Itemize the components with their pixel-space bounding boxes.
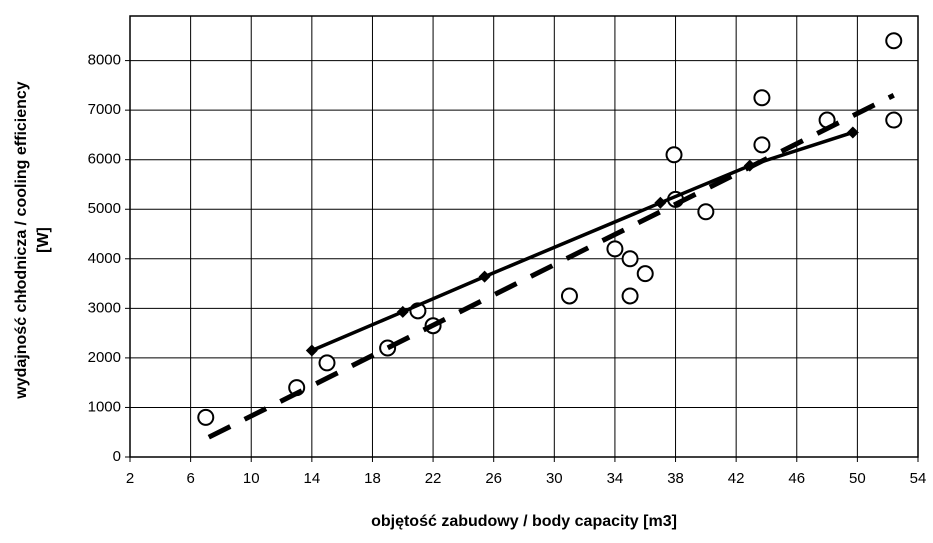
x-tick-label: 10 (243, 470, 260, 487)
y-tick-label: 3000 (88, 299, 121, 316)
y-tick-label: 2000 (88, 349, 121, 366)
x-tick-label: 34 (607, 470, 624, 487)
x-tick-label: 22 (425, 470, 442, 487)
y-tick-label: 1000 (88, 398, 121, 415)
point (654, 196, 667, 209)
trend-line (207, 93, 895, 440)
y-axis-title: [W] (35, 227, 52, 253)
point (560, 287, 578, 305)
x-tick-label: 46 (788, 470, 805, 487)
point (697, 203, 715, 221)
x-tick-label: 54 (910, 470, 927, 487)
point (606, 240, 624, 258)
x-tick-label: 30 (546, 470, 563, 487)
x-tick-label: 2 (126, 470, 134, 487)
x-tick-label: 42 (728, 470, 745, 487)
point (621, 287, 639, 305)
point (885, 32, 903, 50)
point (753, 136, 771, 154)
series-line (311, 130, 854, 353)
y-tick-label: 8000 (88, 52, 121, 69)
point (396, 305, 409, 318)
x-tick-label: 38 (667, 470, 684, 487)
point (846, 126, 859, 139)
point (665, 146, 683, 164)
y-tick-label: 7000 (88, 101, 121, 118)
y-axis-title: wydajność chłodnicza / cooling efficienc… (13, 81, 30, 400)
x-tick-label: 6 (186, 470, 194, 487)
point (318, 354, 336, 372)
point (305, 344, 318, 357)
y-tick-label: 5000 (88, 200, 121, 217)
y-tick-label: 4000 (88, 250, 121, 267)
x-axis-title: objętość zabudowy / body capacity [m3] (371, 513, 677, 530)
point (621, 250, 639, 268)
point (753, 89, 771, 107)
x-tick-label: 14 (304, 470, 321, 487)
y-tick-label: 6000 (88, 151, 121, 168)
plot-border (129, 15, 919, 458)
point (478, 270, 491, 283)
point (197, 408, 215, 426)
y-tick-label: 0 (113, 448, 121, 465)
x-tick-label: 26 (485, 470, 502, 487)
x-tick-label: 50 (849, 470, 866, 487)
x-tick-label: 18 (364, 470, 381, 487)
point (636, 265, 654, 283)
point (885, 111, 903, 129)
